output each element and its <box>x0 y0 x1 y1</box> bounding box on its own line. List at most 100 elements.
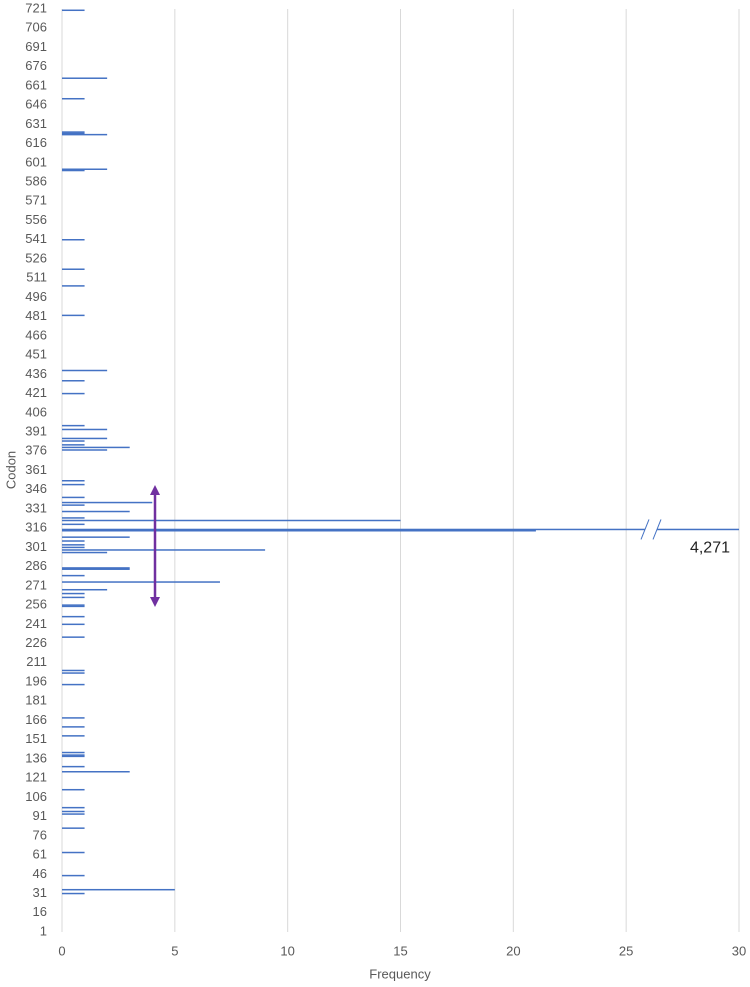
bar <box>62 132 85 135</box>
bar <box>62 424 85 427</box>
y-tick-label: 136 <box>25 750 47 765</box>
y-axis-title: Codon <box>3 451 18 489</box>
bar <box>62 446 130 449</box>
y-tick-label: 106 <box>25 789 47 804</box>
bar <box>62 504 85 506</box>
bar <box>62 546 85 549</box>
bar <box>62 588 108 591</box>
y-tick-label: 286 <box>25 558 47 573</box>
bar <box>62 97 85 100</box>
y-tick-label: 661 <box>25 77 47 92</box>
bar <box>62 813 85 815</box>
bar <box>62 672 85 674</box>
bar <box>62 268 85 270</box>
bar <box>62 540 85 542</box>
bar <box>62 623 85 626</box>
bar <box>62 892 85 895</box>
y-tick-label: 706 <box>25 20 47 35</box>
bar <box>62 549 266 551</box>
bar <box>62 528 739 531</box>
bar <box>62 827 85 829</box>
y-tick-label: 421 <box>25 385 47 400</box>
y-tick-label: 376 <box>25 443 47 458</box>
bar <box>62 428 108 431</box>
x-tick-label: 10 <box>280 943 294 958</box>
y-tick-label: 451 <box>25 347 47 362</box>
bar <box>62 751 85 754</box>
bar <box>62 369 108 372</box>
bar <box>62 168 108 170</box>
x-tick-label: 0 <box>58 943 65 958</box>
bar <box>62 437 108 440</box>
bar <box>62 519 401 522</box>
y-tick-label: 586 <box>25 174 47 189</box>
x-tick-label: 30 <box>732 943 746 958</box>
y-tick-label: 316 <box>25 520 47 535</box>
bar <box>62 285 85 287</box>
bar <box>62 440 85 442</box>
bar <box>62 501 153 504</box>
x-tick-label: 25 <box>619 943 633 958</box>
bar <box>62 669 85 672</box>
y-tick-label: 181 <box>25 693 47 708</box>
y-tick-label: 391 <box>25 423 47 438</box>
bar <box>62 551 108 554</box>
y-tick-label: 211 <box>26 654 47 669</box>
bar <box>62 596 85 599</box>
bar <box>62 133 108 136</box>
bar <box>62 483 85 486</box>
x-tick-label: 5 <box>171 943 178 958</box>
y-tick-label: 466 <box>25 327 47 342</box>
bar <box>62 314 85 317</box>
bar <box>62 517 85 519</box>
bar <box>62 449 108 451</box>
y-tick-label: 601 <box>25 154 47 169</box>
y-tick-label: 91 <box>33 808 47 823</box>
y-tick-label: 511 <box>26 270 47 285</box>
y-tick-label: 1 <box>40 923 47 938</box>
bar <box>62 444 85 446</box>
y-tick-label: 301 <box>25 539 47 554</box>
y-tick-label: 46 <box>33 866 47 881</box>
bar <box>62 77 108 79</box>
y-tick-label: 271 <box>25 577 47 592</box>
bar <box>62 131 85 133</box>
bar <box>62 726 85 728</box>
y-tick-label: 61 <box>33 847 47 862</box>
y-tick-label: 556 <box>25 212 47 227</box>
y-tick-label: 616 <box>25 135 47 150</box>
y-tick-label: 16 <box>33 904 47 919</box>
y-tick-label: 721 <box>25 0 47 15</box>
y-tick-label: 256 <box>25 597 47 612</box>
bar <box>62 480 85 482</box>
bar <box>62 239 85 241</box>
bar <box>62 567 130 569</box>
bar <box>62 523 85 526</box>
bar <box>62 9 85 12</box>
y-tick-label: 541 <box>25 231 47 246</box>
bar <box>62 169 85 172</box>
bar <box>62 755 85 758</box>
range-arrow <box>150 485 160 607</box>
bar <box>62 735 85 737</box>
y-tick-label: 676 <box>25 58 47 73</box>
bar <box>62 380 85 382</box>
y-tick-label: 166 <box>25 712 47 727</box>
bar <box>62 851 85 854</box>
y-tick-label: 346 <box>25 481 47 496</box>
bar <box>62 765 85 768</box>
bar <box>62 510 130 513</box>
bar <box>62 605 85 608</box>
bar <box>62 771 130 773</box>
bar <box>62 496 85 499</box>
axis-break-gap <box>645 519 657 540</box>
y-tick-label: 691 <box>25 39 47 54</box>
y-tick-label: 196 <box>25 673 47 688</box>
bar <box>62 581 220 583</box>
bar <box>62 874 85 877</box>
bar <box>62 592 85 595</box>
bar <box>62 392 85 395</box>
x-tick-label: 20 <box>506 943 520 958</box>
y-tick-label: 361 <box>25 462 47 477</box>
